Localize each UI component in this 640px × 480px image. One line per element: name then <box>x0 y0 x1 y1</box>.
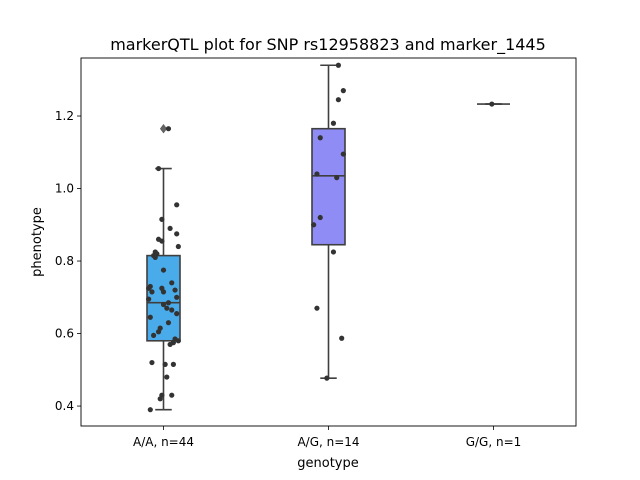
data-point <box>149 359 155 366</box>
y-tick-label: 1.2 <box>55 109 74 123</box>
data-point <box>162 361 168 367</box>
data-point <box>164 374 170 380</box>
data-point <box>174 311 180 317</box>
data-point <box>324 375 330 381</box>
data-point <box>334 175 340 181</box>
y-tick-label: 0.4 <box>55 399 74 413</box>
data-point <box>155 165 162 172</box>
data-point <box>160 267 167 273</box>
data-point <box>159 216 165 222</box>
data-point <box>151 332 157 338</box>
data-point <box>170 361 176 367</box>
data-point <box>165 126 172 132</box>
data-point <box>164 305 170 311</box>
data-point <box>340 88 346 94</box>
data-point <box>311 222 317 228</box>
data-point <box>314 171 320 177</box>
data-point <box>165 320 172 326</box>
chart-title: markerQTL plot for SNP rs12958823 and ma… <box>110 35 546 55</box>
data-point <box>317 135 323 141</box>
data-point <box>165 300 172 306</box>
data-point <box>147 407 153 413</box>
data-point <box>340 151 346 157</box>
y-tick-label: 0.8 <box>55 254 74 268</box>
data-point <box>146 285 152 291</box>
data-point <box>157 396 163 402</box>
data-point <box>335 97 341 103</box>
data-point <box>489 101 495 107</box>
data-point <box>175 243 181 250</box>
data-point <box>175 338 181 344</box>
y-tick-label: 0.6 <box>55 327 74 341</box>
data-point <box>330 249 337 255</box>
x-tick-label: A/G, n=14 <box>297 435 359 449</box>
data-point <box>330 120 337 126</box>
data-point <box>339 335 345 341</box>
data-point <box>174 202 180 208</box>
box-iqr <box>311 127 346 246</box>
data-point <box>174 294 180 300</box>
y-axis-label: phenotype <box>30 207 45 277</box>
data-point <box>155 329 162 335</box>
data-point <box>174 231 180 237</box>
data-point <box>159 238 165 244</box>
data-point <box>146 296 152 302</box>
data-point <box>147 314 153 320</box>
data-point <box>149 289 155 295</box>
x-tick-label: A/A, n=44 <box>133 435 194 449</box>
data-point <box>317 214 323 221</box>
data-point <box>335 62 341 68</box>
plot-area <box>146 62 510 413</box>
data-point <box>167 341 173 348</box>
x-axis-label: genotype <box>297 456 358 471</box>
x-tick-label: G/G, n=1 <box>466 435 522 449</box>
data-point <box>152 254 158 261</box>
data-point <box>169 307 175 313</box>
data-point <box>160 301 167 308</box>
data-point <box>172 287 178 293</box>
data-point <box>169 392 175 398</box>
y-tick-label: 1.0 <box>55 182 74 196</box>
outlier-marker <box>159 124 168 134</box>
data-point <box>169 280 175 286</box>
data-point <box>160 289 167 295</box>
data-point <box>314 305 320 311</box>
data-point <box>167 225 173 232</box>
